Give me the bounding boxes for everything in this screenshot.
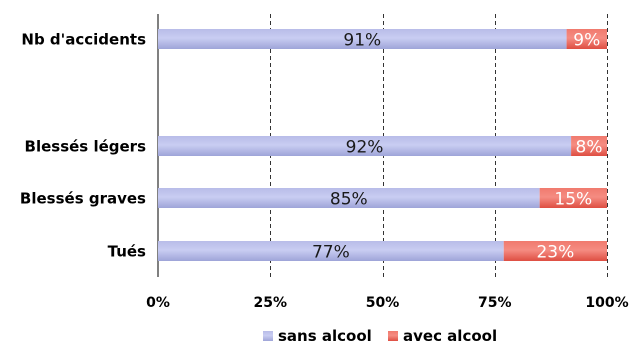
bar-avec-alcool-3 bbox=[503, 241, 607, 261]
category-label: Blessés légers bbox=[25, 138, 147, 156]
bars-layer: 91% 9% 92% 8% 85% 15% 77% 23% bbox=[158, 29, 607, 263]
bar-avec-alcool-2 bbox=[539, 188, 607, 208]
data-label: 77% bbox=[312, 243, 350, 263]
bar-sans-alcool-3 bbox=[158, 241, 504, 261]
legend-label: sans alcool bbox=[278, 327, 372, 344]
legend: sans alcool avec alcool bbox=[263, 327, 497, 344]
data-label: 92% bbox=[346, 138, 384, 158]
bar-avec-alcool-0 bbox=[566, 29, 607, 49]
data-label: 9% bbox=[573, 31, 600, 51]
data-label: 23% bbox=[536, 243, 574, 263]
category-label: Nb d'accidents bbox=[21, 31, 146, 49]
grid-lines bbox=[270, 14, 608, 277]
bar-sans-alcool-1 bbox=[158, 136, 572, 156]
data-label: 8% bbox=[576, 138, 603, 158]
legend-swatch bbox=[388, 331, 398, 341]
data-label: 15% bbox=[554, 190, 592, 210]
category-label: Blessés graves bbox=[20, 190, 146, 208]
x-tick-label: 25% bbox=[253, 295, 287, 311]
bar-sans-alcool-2 bbox=[158, 188, 540, 208]
bar-avec-alcool-1 bbox=[571, 136, 607, 156]
category-labels: Nb d'accidents Blessés légers Blessés grav… bbox=[20, 31, 146, 261]
x-tick-labels: 0% 25% 50% 75% 100% bbox=[146, 295, 629, 311]
x-tick-label: 75% bbox=[478, 295, 512, 311]
bar-sans-alcool-0 bbox=[158, 29, 567, 49]
x-tick-label: 50% bbox=[366, 295, 400, 311]
data-label: 91% bbox=[343, 31, 381, 51]
legend-label: avec alcool bbox=[403, 327, 497, 344]
data-label: 85% bbox=[330, 190, 368, 210]
category-label: Tués bbox=[108, 243, 146, 261]
legend-swatch bbox=[263, 331, 273, 341]
x-tick-label: 100% bbox=[585, 295, 628, 311]
x-tick-label: 0% bbox=[146, 295, 170, 311]
